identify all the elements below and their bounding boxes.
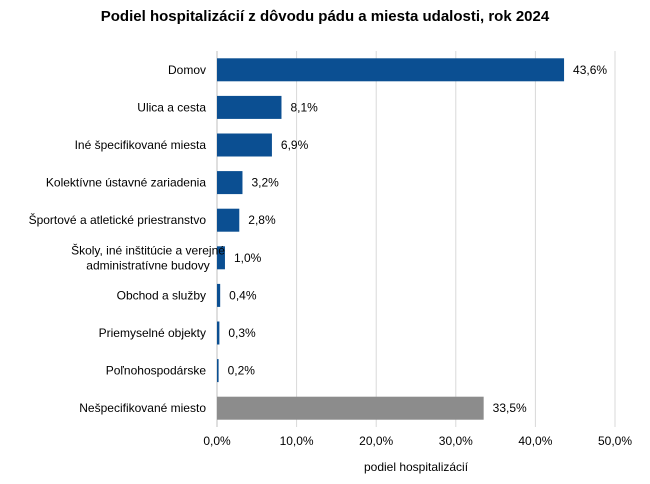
category-label: Nešpecifikované miesto	[79, 401, 206, 415]
category-label-line: Domov	[168, 63, 206, 77]
x-tick-label: 0,0%	[203, 434, 231, 448]
category-label-line: administratívne budovy	[86, 258, 209, 272]
category-label-line: Iné špecifikované miesta	[75, 138, 207, 152]
category-label: Školy, iné inštitúcie a verejné administr…	[71, 242, 225, 272]
bar	[217, 396, 484, 420]
bar	[217, 171, 243, 195]
category-label: Iné špecifikované miesta	[75, 138, 207, 152]
x-axis-title: podiel hospitalizácií	[364, 460, 469, 474]
bar	[217, 58, 565, 82]
value-label: 2,8%	[248, 213, 276, 227]
value-label: 8,1%	[290, 100, 318, 114]
x-tick-label: 10,0%	[280, 434, 314, 448]
category-label: Obchod a služby	[117, 288, 206, 302]
category-label: Ulica a cesta	[137, 100, 206, 114]
category-label: Domov	[168, 63, 206, 77]
bar	[217, 359, 219, 383]
category-label-line: Športové a atletické priestranstvo	[29, 212, 207, 227]
category-label-line: Poľnohospodárske	[106, 364, 207, 378]
value-label: 6,9%	[281, 138, 309, 152]
category-label: Poľnohospodárske	[106, 364, 207, 378]
value-label: 0,4%	[229, 288, 257, 302]
category-label-line: Školy, iné inštitúcie a verejné	[71, 242, 225, 257]
value-label: 3,2%	[251, 176, 279, 190]
x-tick-label: 50,0%	[598, 434, 632, 448]
category-label-line: Nešpecifikované miesto	[79, 401, 206, 415]
category-label-line: Obchod a služby	[117, 288, 206, 302]
bar	[217, 246, 225, 270]
x-tick-label: 30,0%	[439, 434, 473, 448]
x-tick-label: 40,0%	[518, 434, 552, 448]
value-label: 33,5%	[493, 401, 527, 415]
category-label-line: Ulica a cesta	[137, 100, 206, 114]
bar	[217, 283, 221, 307]
category-label-line: Priemyselné objekty	[99, 326, 206, 340]
category-label: Priemyselné objekty	[99, 326, 206, 340]
bar	[217, 321, 220, 345]
bar	[217, 208, 240, 232]
value-label: 0,3%	[228, 326, 256, 340]
value-label: 0,2%	[228, 364, 256, 378]
bar	[217, 133, 272, 157]
category-label-line: Kolektívne ústavné zariadenia	[46, 176, 206, 190]
chart-title: Podiel hospitalizácií z dôvodu pádu a mi…	[100, 8, 550, 25]
value-label: 1,0%	[234, 251, 262, 265]
value-label: 43,6%	[573, 63, 607, 77]
category-label: Kolektívne ústavné zariadenia	[46, 176, 206, 190]
x-tick-label: 20,0%	[359, 434, 393, 448]
category-label: Športové a atletické priestranstvo	[29, 212, 207, 227]
bar	[217, 95, 282, 119]
